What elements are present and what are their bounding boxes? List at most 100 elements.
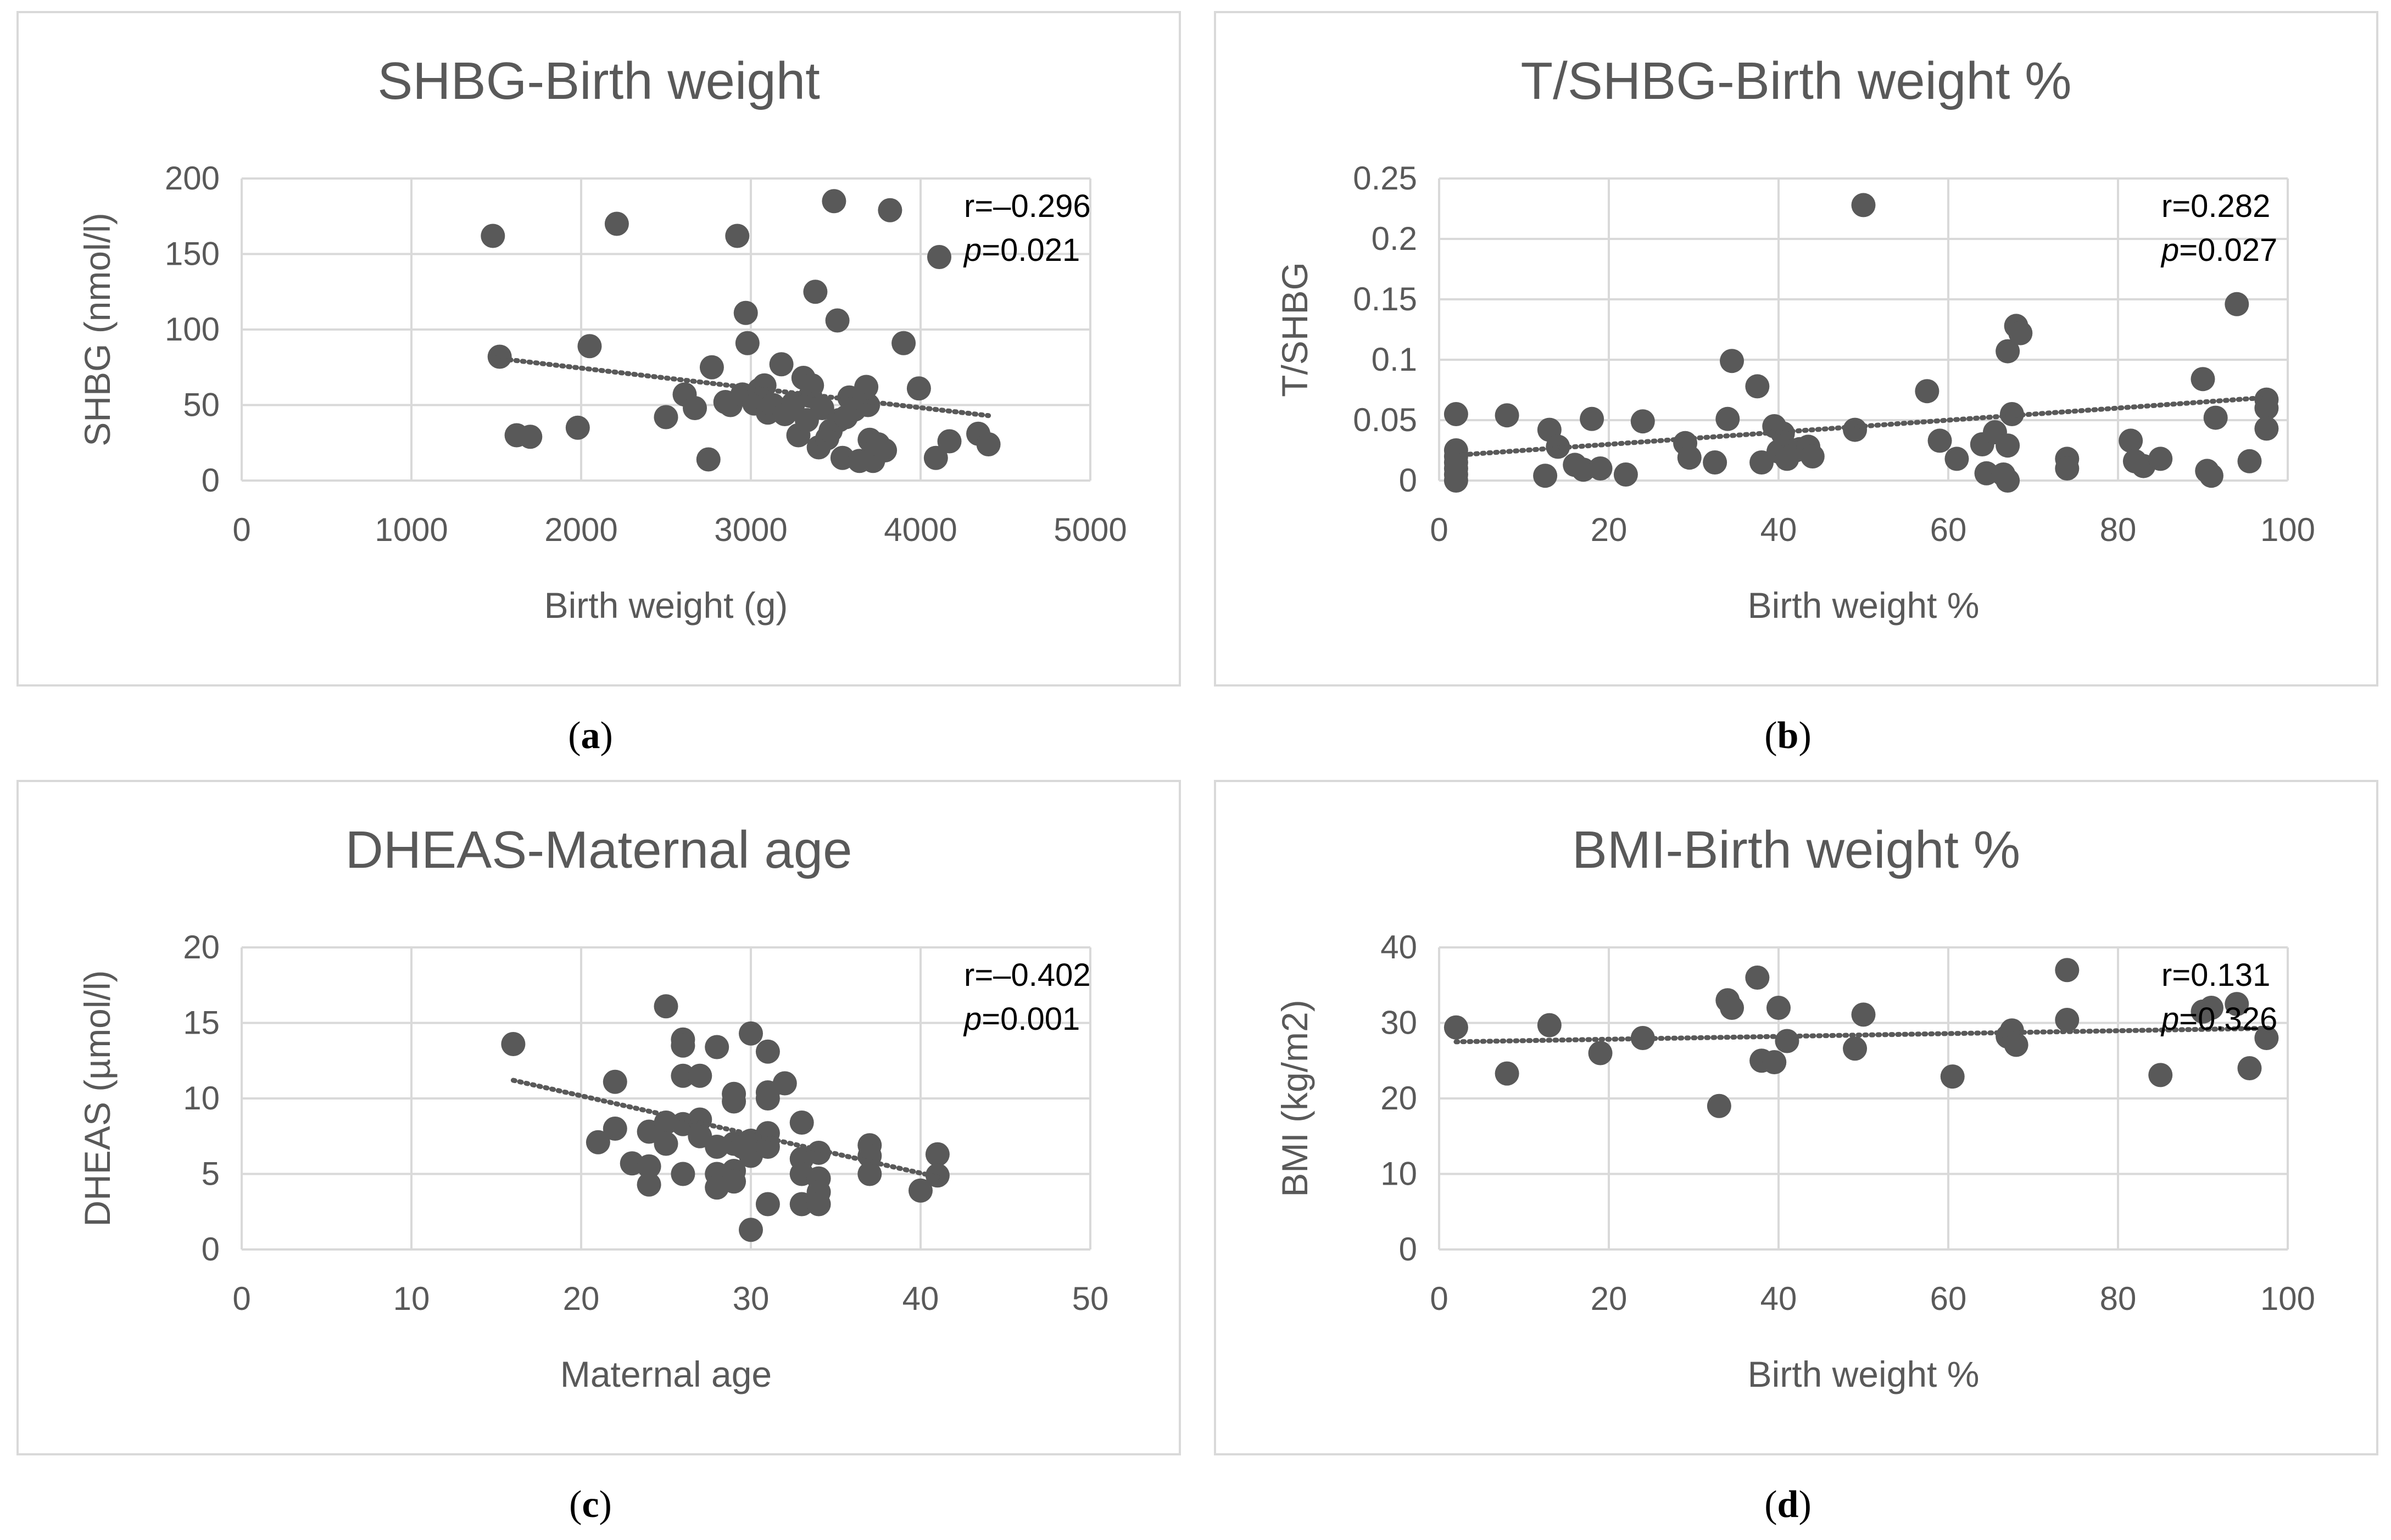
data-point — [2254, 396, 2279, 420]
data-point — [1443, 468, 1468, 493]
chart-frame — [16, 780, 1181, 1455]
x-tick-label: 10 — [393, 1280, 430, 1317]
y-tick-label: 0.15 — [1353, 281, 1417, 317]
x-tick-label: 60 — [1930, 1280, 1967, 1317]
data-point — [2004, 1033, 2028, 1057]
x-tick-label: 50 — [1072, 1280, 1109, 1317]
annotation-r: r=0.282 — [2161, 188, 2270, 224]
data-point — [2199, 996, 2223, 1020]
y-tick-label: 0 — [1399, 1231, 1417, 1268]
chart-title: T/SHBG-Birth weight % — [1521, 52, 2072, 110]
y-tick-label: 40 — [1380, 929, 1417, 966]
data-point — [739, 1021, 763, 1046]
chart-title: DHEAS-Maternal age — [345, 821, 852, 879]
annotation-p-symbol: p — [963, 1001, 982, 1037]
y-tick-label: 100 — [165, 311, 220, 348]
chart-frame — [1214, 780, 2378, 1455]
data-point — [2199, 464, 2223, 488]
data-point — [857, 1162, 882, 1186]
annotation-p: p=0.027 — [2160, 232, 2277, 268]
x-tick-label: 40 — [902, 1280, 939, 1317]
data-point — [755, 1086, 780, 1111]
data-point — [2225, 992, 2249, 1017]
x-tick-label: 100 — [2260, 511, 2315, 548]
chart-b: T/SHBG-Birth weight % 0 20 40 60 80 100 0 0.05 0.… — [1214, 11, 2378, 687]
panel-c: DHEAS-Maternal age 0 10 20 30 40 50 0 5 10 15 20 Mat… — [16, 780, 1181, 1455]
data-point — [1843, 1036, 1868, 1061]
x-tick-label: 40 — [1760, 1280, 1797, 1317]
chart-d: BMI-Birth weight % 0 20 40 60 80 100 0 10 20 30 40 B… — [1214, 780, 2378, 1455]
panel-a: SHBG-Birth weight 0 1000 2000 3000 4000 5000 0 5… — [16, 11, 1181, 687]
data-point — [1775, 1029, 1799, 1053]
panel-label-b: (b) — [1764, 715, 1812, 757]
data-point — [688, 1063, 712, 1088]
y-axis-label: T/SHBG — [1274, 262, 1315, 397]
data-point — [856, 393, 880, 417]
panel-label-c: (c) — [569, 1483, 612, 1526]
y-tick-label: 10 — [1380, 1156, 1417, 1192]
data-point — [1495, 403, 1519, 428]
y-tick-label: 50 — [183, 387, 220, 423]
trendline — [494, 355, 991, 419]
data-point — [1996, 468, 2020, 493]
data-point — [1703, 450, 1727, 475]
y-tick-label: 15 — [183, 1005, 220, 1041]
data-point — [2225, 292, 2249, 316]
data-point — [789, 1111, 814, 1135]
data-point — [654, 405, 678, 429]
data-point — [2254, 1026, 2279, 1050]
data-point — [2008, 321, 2033, 345]
data-point — [1630, 409, 1655, 434]
y-axis-label: DHEAS (µmol/l) — [77, 970, 118, 1226]
data-point — [909, 1178, 933, 1203]
panel-label-a: (a) — [568, 715, 613, 757]
data-point — [755, 1192, 780, 1217]
data-point — [1720, 349, 1745, 373]
data-point — [2055, 456, 2080, 481]
y-tick-label: 5 — [202, 1156, 220, 1192]
annotation-p-value: =0.001 — [982, 1001, 1080, 1037]
annotation-r: r=0.131 — [2161, 957, 2270, 993]
data-point — [637, 1172, 661, 1197]
y-tick-label: 20 — [1380, 1080, 1417, 1117]
chart-title: SHBG-Birth weight — [377, 52, 820, 110]
data-point — [806, 1141, 831, 1165]
x-axis-label: Maternal age — [560, 1354, 772, 1394]
data-point — [1707, 1093, 1731, 1118]
annotation-r: r=–0.296 — [964, 188, 1091, 224]
data-point — [654, 994, 678, 1019]
data-point — [2203, 405, 2228, 430]
x-tick-label: 100 — [2260, 1280, 2315, 1317]
trendline — [510, 1078, 940, 1180]
x-axis-label: Birth weight % — [1748, 585, 1980, 626]
data-point — [565, 415, 590, 440]
x-tick-label: 0 — [232, 1280, 250, 1317]
y-tick-label: 0 — [202, 462, 220, 499]
data-point — [891, 331, 916, 355]
data-point — [671, 1033, 695, 1058]
data-point — [1999, 402, 2024, 426]
data-point — [1851, 1002, 1876, 1027]
x-tick-label: 3000 — [714, 511, 787, 548]
data-point — [800, 373, 824, 398]
x-tick-label: 80 — [2100, 511, 2137, 548]
data-point — [937, 429, 962, 454]
data-point — [735, 331, 760, 355]
data-point — [878, 198, 902, 222]
data-point — [1588, 1041, 1613, 1065]
y-tick-label: 30 — [1380, 1005, 1417, 1041]
data-point — [671, 1063, 695, 1088]
data-point — [1495, 1061, 1519, 1086]
annotation-r: r=–0.402 — [964, 957, 1091, 993]
data-point — [1443, 402, 1468, 426]
data-point — [1588, 456, 1613, 481]
data-point — [1443, 1015, 1468, 1040]
data-point — [518, 425, 543, 449]
data-point — [1944, 447, 1969, 471]
data-point — [1996, 433, 2020, 458]
x-tick-label: 20 — [1591, 511, 1628, 548]
chart-frame — [1214, 11, 2378, 687]
data-point — [733, 300, 758, 325]
data-point — [2237, 1056, 2262, 1080]
x-tick-label: 0 — [1430, 511, 1448, 548]
